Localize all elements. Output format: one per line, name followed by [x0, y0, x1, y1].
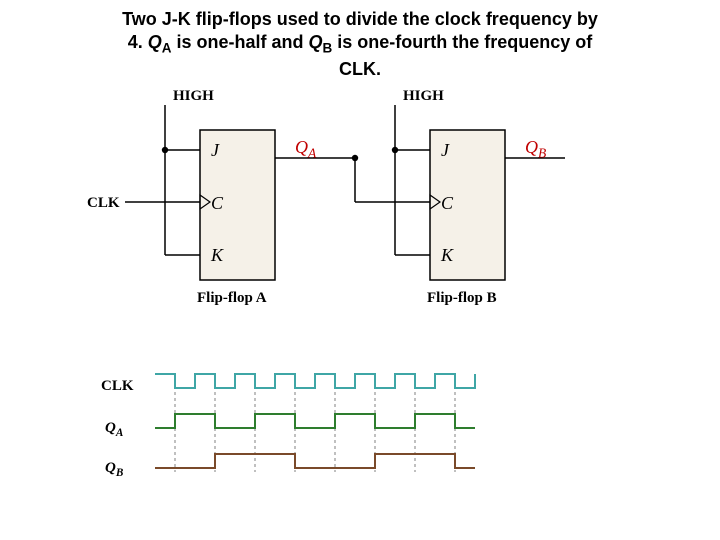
title-line3: CLK.: [339, 59, 381, 79]
tlabel-qb-q: Q: [105, 460, 116, 476]
timing-svg: [105, 370, 505, 500]
tlabel-qb-sub: B: [116, 467, 124, 479]
title-mid: is one-half and: [171, 32, 308, 52]
circuit-diagram: HIGH HIGH CLK J C K J C K QA QB Flip-flo…: [95, 90, 625, 350]
title-qb-sub: B: [323, 41, 333, 56]
ffb-name: Flip-flop B: [427, 290, 497, 307]
timing-diagram: CLK QA QB: [105, 370, 505, 500]
qb-out-q: Q: [525, 137, 538, 157]
qb-out: QB: [525, 137, 546, 162]
ffb-c: C: [441, 193, 453, 214]
qa-out-sub: A: [308, 146, 316, 161]
high-label-a: HIGH: [173, 88, 214, 105]
high-label-b: HIGH: [403, 88, 444, 105]
slide-title: Two J-K flip-flops used to divide the cl…: [0, 0, 720, 81]
tlabel-qb: QB: [105, 460, 123, 479]
ffb-j: J: [441, 140, 449, 161]
qb-out-sub: B: [538, 146, 546, 161]
title-line2-post: is one-fourth the frequency of: [332, 32, 592, 52]
tlabel-qa: QA: [105, 420, 123, 439]
ffa-j: J: [211, 140, 219, 161]
ffa-name: Flip-flop A: [197, 290, 267, 307]
title-line2-pre: 4.: [128, 32, 148, 52]
title-qa: Q: [148, 32, 162, 52]
ffb-k: K: [441, 245, 453, 266]
title-line1: Two J-K flip-flops used to divide the cl…: [122, 9, 598, 29]
ffa-c: C: [211, 193, 223, 214]
qa-out-q: Q: [295, 137, 308, 157]
tlabel-clk: CLK: [101, 378, 134, 395]
clk-label: CLK: [87, 195, 120, 212]
circuit-svg: [95, 90, 625, 350]
tlabel-qa-q: Q: [105, 420, 116, 436]
title-qb: Q: [309, 32, 323, 52]
tlabel-qa-sub: A: [116, 427, 124, 439]
ffa-k: K: [211, 245, 223, 266]
qa-out: QA: [295, 137, 316, 162]
